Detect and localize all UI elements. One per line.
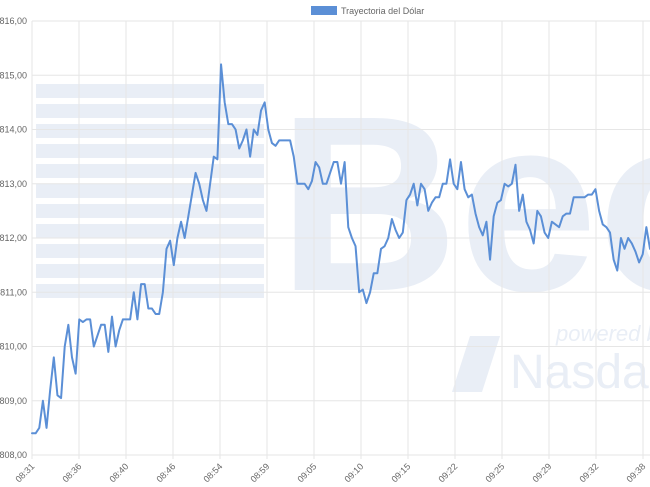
x-tick-label: 09:10 [342,461,365,484]
legend[interactable]: Trayectoria del Dólar [311,6,424,16]
y-tick-label: $814,00 [0,125,27,135]
x-axis-ticks: 08:31 08:36 08:40 08:46 08:54 08:59 09:05 09:10… [13,461,647,484]
x-tick-label: 09:22 [436,461,459,484]
watermark-logo-stripes [36,84,264,298]
y-tick-label: $815,00 [0,70,27,80]
legend-swatch [311,6,337,15]
x-tick-label: 09:29 [530,461,553,484]
watermark-tagline: powered by [555,321,650,346]
y-tick-label: $810,00 [0,342,27,352]
x-tick-label: 08:54 [201,461,224,484]
legend-label: Trayectoria del Dólar [341,6,424,16]
bec-nasdaq-watermark: Bec powered by Nasdaq [36,64,650,399]
x-gridlines [31,21,644,459]
y-tick-label: $808,00 [0,450,27,460]
x-tick-label: 08:46 [154,461,177,484]
y-axis-ticks: $808,00 $809,00 $810,00 $811,00 $812,00 $813,… [0,16,27,460]
x-tick-label: 08:59 [248,461,271,484]
x-tick-label: 08:31 [13,461,36,484]
watermark-logo-text: Bec [278,64,650,343]
y-tick-label: $813,00 [0,179,27,189]
watermark-brand: Nasdaq [510,346,650,399]
y-tick-label: $812,00 [0,233,27,243]
x-tick-label: 09:15 [389,461,412,484]
x-tick-label: 09:38 [624,461,647,484]
x-tick-label: 08:40 [107,461,130,484]
x-tick-label: 09:25 [483,461,506,484]
y-tick-label: $816,00 [0,16,27,26]
y-tick-label: $809,00 [0,396,27,406]
nasdaq-logo-icon [452,336,500,392]
x-tick-label: 09:05 [295,461,318,484]
series-line-trayectoria-del-dolar [31,63,650,435]
y-tick-label: $811,00 [0,287,27,297]
x-tick-label: 09:32 [577,461,600,484]
x-tick-label: 08:36 [60,461,83,484]
